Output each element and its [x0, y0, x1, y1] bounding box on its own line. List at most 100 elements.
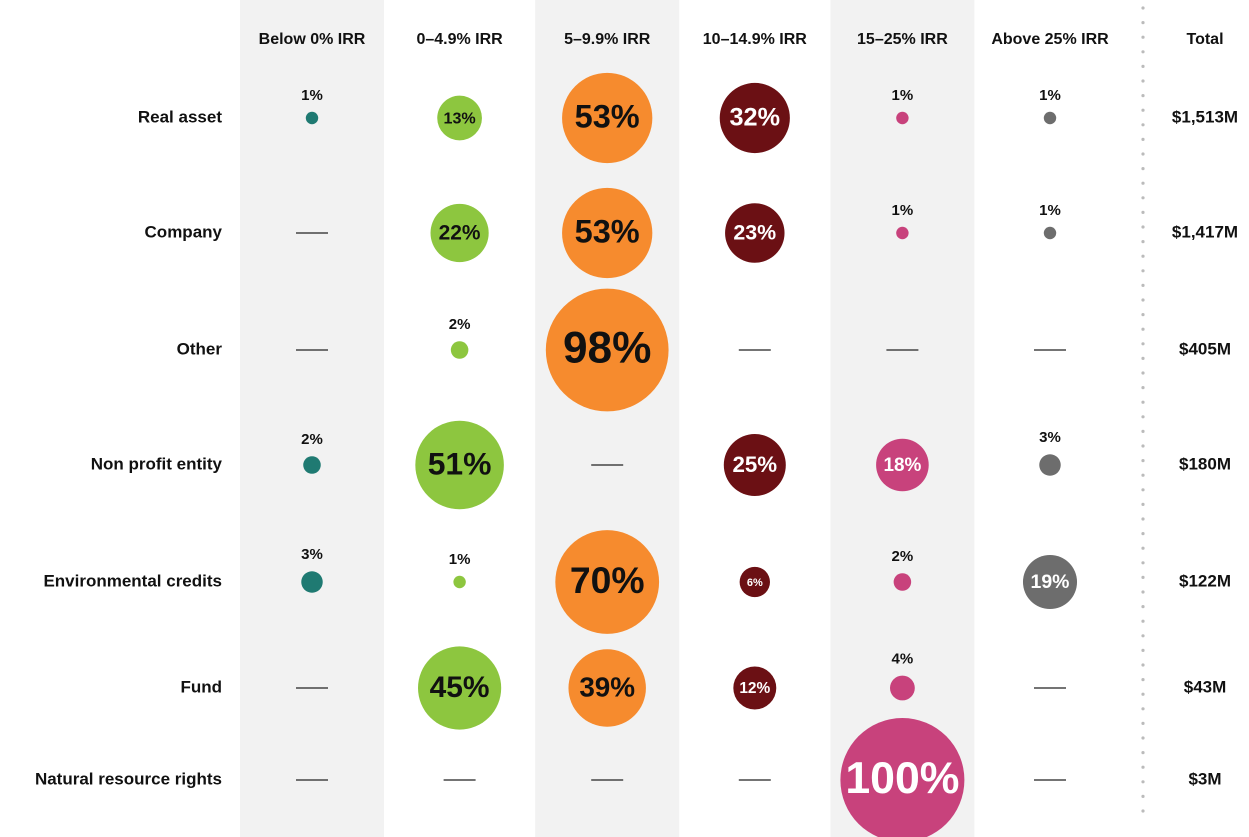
row-label: Environmental credits [43, 571, 222, 590]
divider-dot [1141, 167, 1145, 171]
bubble-label: 4% [892, 651, 914, 668]
divider-dot [1141, 765, 1145, 769]
divider-dot [1141, 415, 1145, 419]
total-label: $1,417M [1172, 222, 1238, 241]
column-header: 10–14.9% IRR [703, 31, 808, 48]
divider-dot [1141, 123, 1145, 127]
bubble-label: 22% [439, 222, 481, 245]
divider-dot [1141, 6, 1145, 10]
divider-dot [1141, 210, 1145, 214]
bubble-label: 53% [575, 99, 640, 135]
divider-dot [1141, 532, 1145, 536]
divider-dot [1141, 619, 1145, 623]
divider-dot [1141, 648, 1145, 653]
column-shade [240, 0, 384, 837]
bubble-label: 2% [892, 548, 914, 565]
divider-dot [1141, 108, 1145, 112]
bubble-label: 3% [1039, 429, 1061, 446]
row-label: Fund [180, 677, 222, 696]
bubble [876, 438, 929, 492]
divider-dot [1141, 575, 1145, 580]
bubble [303, 456, 321, 474]
bubble [555, 530, 660, 634]
row-label: Natural resource rights [35, 769, 222, 788]
bubble [437, 95, 482, 141]
divider-dot [1141, 561, 1145, 565]
divider-dot [1141, 444, 1145, 448]
bubble [305, 111, 319, 125]
bubble [733, 666, 777, 710]
bubble [453, 575, 466, 589]
bubble-label: 53% [575, 214, 640, 250]
bubble [562, 187, 653, 279]
row-label: Non profit entity [91, 454, 223, 473]
bubble-label: 51% [428, 445, 492, 481]
divider-dot [1141, 94, 1145, 98]
bubble-label: 2% [449, 316, 471, 333]
divider-dot [1141, 546, 1145, 550]
divider-dot [1141, 634, 1145, 638]
bubble [725, 203, 785, 263]
bubble-label: 19% [1031, 571, 1070, 593]
divider-dot [1141, 780, 1145, 784]
divider-dot [1141, 327, 1145, 331]
column-header: 15–25% IRR [857, 31, 948, 48]
divider-dot [1141, 590, 1145, 594]
divider-dot [1141, 152, 1145, 156]
bubble-label: 1% [892, 202, 914, 219]
divider-dot [1141, 473, 1145, 477]
bubble-label: 13% [444, 109, 476, 127]
bubble [568, 649, 646, 727]
row-label: Real asset [138, 107, 222, 126]
bubble [890, 675, 915, 701]
bubble-label: 39% [579, 671, 635, 702]
bubble-label: 1% [449, 551, 471, 568]
divider-dot [1141, 137, 1145, 141]
bubble [840, 718, 965, 837]
divider-dot [1141, 692, 1145, 696]
column-header: Total [1186, 31, 1223, 48]
divider-dot [1141, 254, 1145, 258]
bubble [719, 82, 790, 154]
bubble-label: 70% [570, 559, 645, 601]
divider-dot [1141, 371, 1145, 375]
total-label: $43M [1184, 677, 1227, 696]
divider-dot [1141, 386, 1145, 390]
bubble [418, 646, 502, 730]
divider-dot [1141, 35, 1145, 39]
bubble [896, 226, 909, 240]
column-header: 0–4.9% IRR [416, 31, 503, 48]
bubble [430, 203, 489, 263]
divider-dot [1141, 79, 1145, 83]
bubble [1043, 111, 1057, 125]
divider-dot [1141, 283, 1145, 287]
divider-dot [1141, 502, 1145, 506]
divider-dot [1141, 663, 1145, 667]
divider-dot [1141, 181, 1145, 185]
total-label: $405M [1179, 339, 1231, 358]
column-shade [830, 0, 975, 837]
divider-dot [1141, 517, 1145, 521]
column-header: 5–9.9% IRR [564, 31, 651, 48]
divider-dot [1141, 459, 1145, 463]
divider-dot [1141, 64, 1145, 68]
total-label: $3M [1188, 769, 1221, 788]
bubble-label: 1% [892, 87, 914, 104]
bubble-label: 32% [730, 104, 781, 132]
bubble-label: 3% [301, 546, 323, 563]
divider-dot [1141, 356, 1145, 360]
bubble [896, 111, 909, 125]
divider-dot [1141, 240, 1145, 244]
divider-dot [1141, 707, 1145, 711]
divider-dot [1141, 342, 1145, 346]
divider-dot [1141, 400, 1145, 404]
bubble-label: 6% [747, 577, 763, 589]
bubble-label: 2% [301, 431, 323, 448]
bubble [562, 72, 653, 164]
bubble-label: 1% [1039, 87, 1061, 104]
divider-dot [1141, 751, 1145, 755]
bubble-label: 18% [883, 455, 921, 476]
divider-dot [1141, 488, 1145, 492]
divider-dot [1141, 50, 1145, 54]
divider-dot [1141, 313, 1145, 317]
